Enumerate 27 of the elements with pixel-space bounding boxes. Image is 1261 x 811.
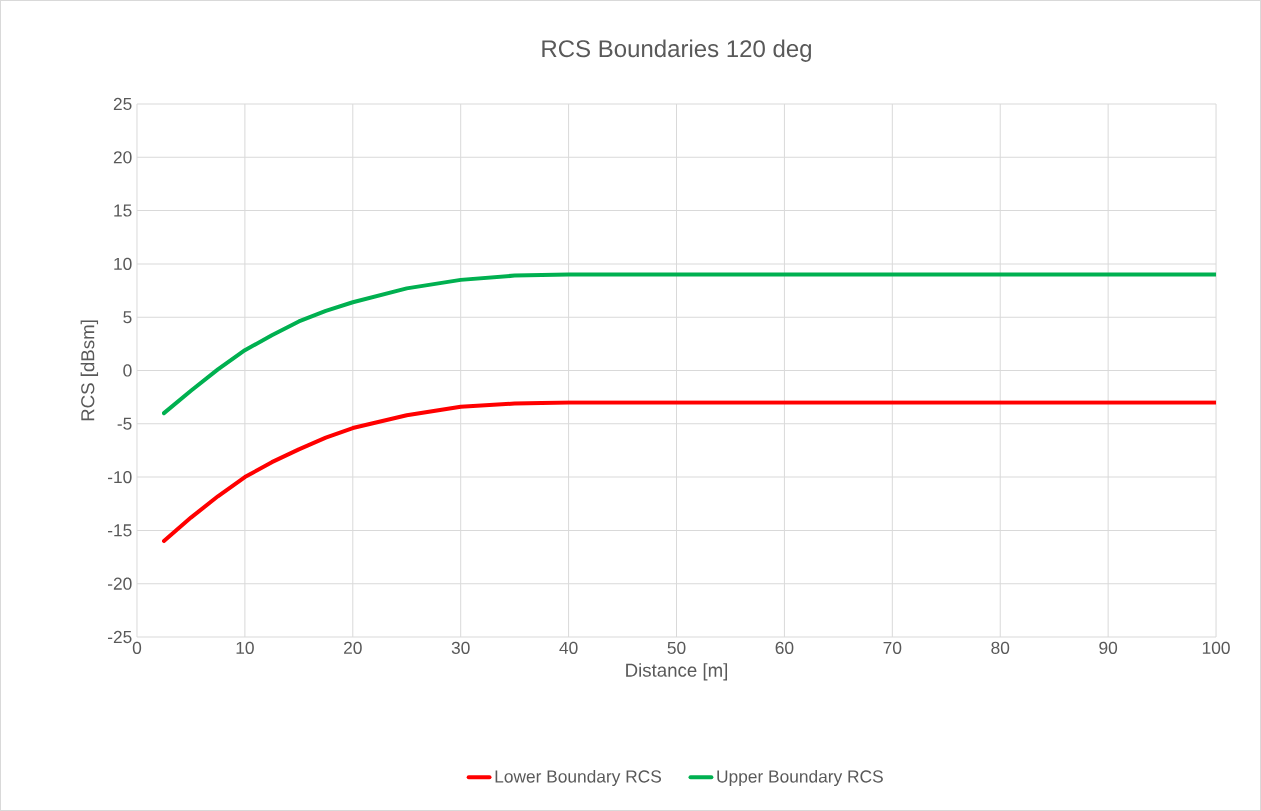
x-tick-label: 10	[236, 641, 254, 654]
y-tick-label: 20	[113, 151, 132, 164]
y-tick-label: 15	[114, 204, 132, 217]
x-tick-label: 90	[1099, 641, 1118, 654]
y-tick-label: 0	[123, 364, 132, 377]
y-tick-label: -20	[107, 577, 132, 590]
y-tick-label: 5	[123, 311, 132, 324]
y-tick-label: -10	[107, 470, 132, 484]
x-tick-label: 20	[344, 641, 362, 654]
x-tick-label: 100	[1202, 641, 1230, 654]
x-tick-label: 30	[451, 641, 470, 654]
x-tick-label: 60	[775, 641, 794, 654]
y-tick-label: -25	[107, 630, 132, 644]
x-tick-label: 0	[132, 641, 142, 654]
x-tick-label: 70	[883, 641, 902, 654]
y-tick-label: 10	[114, 257, 132, 271]
x-tick-label: 80	[991, 641, 1010, 654]
chart-title: RCS Boundaries 120 deg	[542, 39, 811, 62]
y-tick-label: -15	[107, 524, 132, 537]
legend-label: Upper Boundary RCS	[717, 769, 883, 787]
x-axis-title: Distance [m]	[626, 663, 728, 681]
y-tick-label: -5	[117, 417, 132, 430]
x-tick-label: 50	[667, 641, 686, 654]
legend-label: Lower Boundary RCS	[495, 769, 661, 787]
y-axis-title: RCS [dBsm]	[80, 320, 99, 421]
y-tick-label: 25	[113, 97, 132, 111]
x-tick-label: 40	[559, 641, 578, 654]
